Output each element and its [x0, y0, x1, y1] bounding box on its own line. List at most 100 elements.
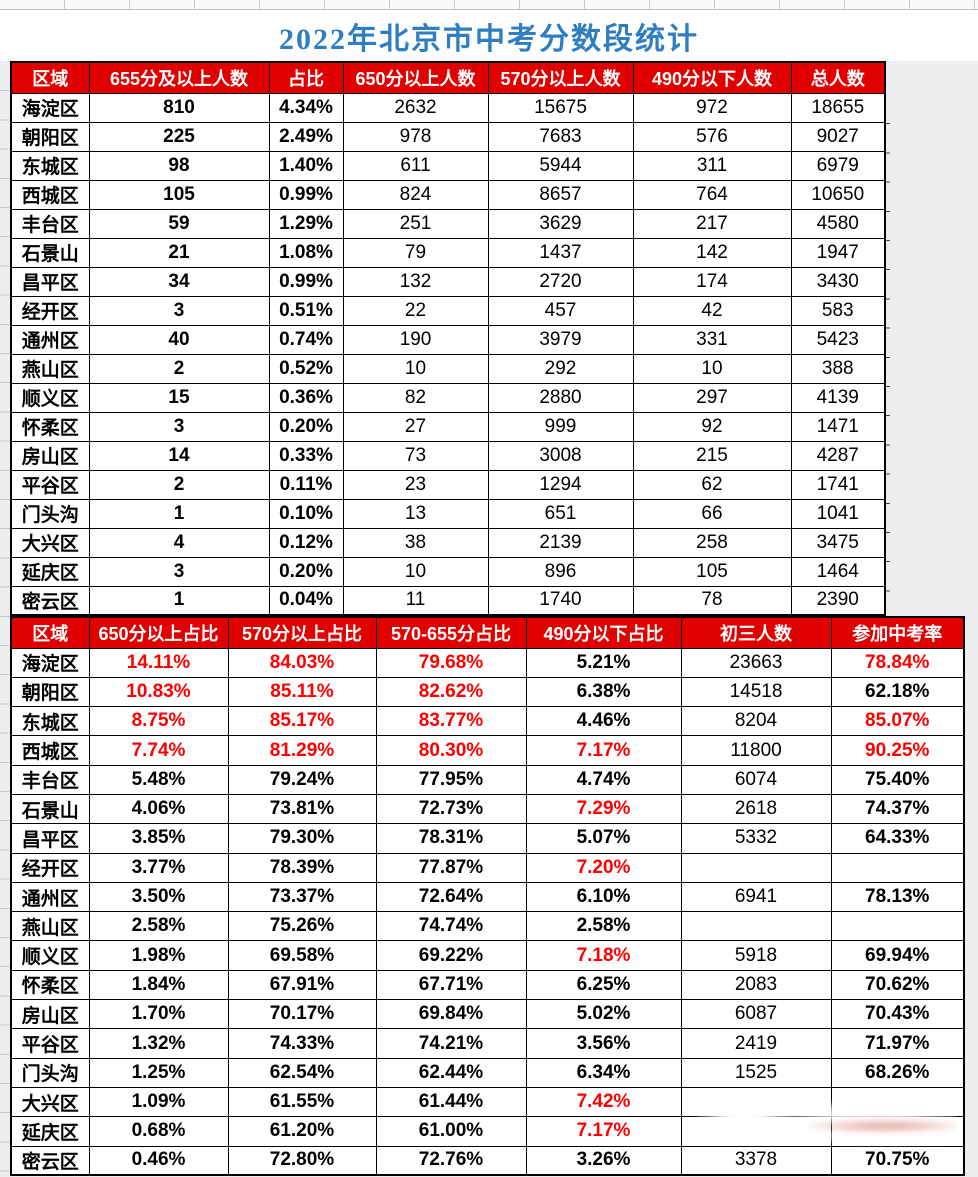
data-cell: 142 [632, 237, 792, 268]
data-cell: 2 [88, 469, 270, 500]
data-cell: 4.46% [525, 706, 682, 737]
data-cell: 5.48% [88, 764, 229, 795]
region-cell: 丰台区 [10, 764, 90, 795]
data-cell: 8204 [680, 706, 832, 737]
table-row: 昌平区 34 0.99% 132 2720 174 3430 [10, 266, 886, 297]
column-header: 650分以上人数 [342, 61, 489, 94]
data-cell: 4287 [790, 440, 886, 471]
region-cell: 延庆区 [10, 556, 90, 587]
data-cell: 70.43% [830, 999, 965, 1030]
table-row: 延庆区 3 0.20% 10 896 105 1464 [10, 556, 886, 587]
data-cell: 7.17% [525, 735, 682, 766]
region-cell: 平谷区 [10, 469, 90, 500]
data-cell: 1741 [790, 469, 886, 500]
data-cell: 5944 [487, 150, 634, 181]
data-cell: 6979 [790, 150, 886, 181]
data-cell: 2 [88, 353, 270, 384]
data-cell: 64.33% [830, 823, 965, 854]
region-cell: 朝阳区 [10, 676, 90, 708]
data-cell: 74.21% [375, 1028, 527, 1059]
region-cell: 燕山区 [10, 911, 90, 942]
data-cell: 61.55% [227, 1086, 377, 1118]
data-cell [680, 911, 832, 942]
data-cell: 0.20% [268, 411, 344, 442]
data-cell: 1.84% [88, 969, 229, 1001]
data-cell: 3.56% [525, 1028, 682, 1059]
table-row: 大兴区 1.09% 61.55% 61.44% 7.42% [10, 1086, 965, 1118]
data-cell: 258 [632, 527, 792, 558]
data-cell: 62.18% [830, 676, 965, 708]
data-cell: 3378 [680, 1145, 832, 1176]
data-cell: 7.18% [525, 940, 682, 971]
table-row: 海淀区 810 4.34% 2632 15675 972 18655 [10, 92, 886, 123]
data-cell: 2.58% [88, 911, 229, 942]
data-cell: 7683 [487, 121, 634, 152]
column-header: 参加中考率 [830, 616, 965, 649]
data-cell: 85.17% [227, 706, 377, 737]
data-cell: 14.11% [88, 647, 229, 678]
data-cell: 999 [487, 411, 634, 442]
column-header: 490分以下人数 [632, 61, 792, 94]
data-cell: 72.76% [375, 1145, 527, 1176]
table-row: 通州区 3.50% 73.37% 72.64% 6.10% 6941 78.13% [10, 881, 965, 913]
table-row: 朝阳区 225 2.49% 978 7683 576 9027 [10, 121, 886, 152]
data-cell: 78.31% [375, 823, 527, 854]
column-header: 650分以上占比 [88, 616, 229, 649]
data-cell: 27 [342, 411, 489, 442]
data-cell: 69.58% [227, 940, 377, 971]
data-cell: 1471 [790, 411, 886, 442]
data-cell: 75.40% [830, 764, 965, 795]
data-cell: 2.49% [268, 121, 344, 152]
data-cell: 10 [342, 353, 489, 384]
data-cell: 1740 [487, 585, 634, 616]
data-cell: 2139 [487, 527, 634, 558]
region-cell: 丰台区 [10, 208, 90, 239]
data-cell: 72.80% [227, 1145, 377, 1176]
column-header: 570分以上人数 [487, 61, 634, 94]
region-cell: 房山区 [10, 440, 90, 471]
data-cell: 0.20% [268, 556, 344, 587]
column-header: 区域 [10, 61, 90, 94]
data-cell: 75.26% [227, 911, 377, 942]
data-cell: 3.85% [88, 823, 229, 854]
region-cell: 燕山区 [10, 353, 90, 384]
data-cell: 21 [88, 237, 270, 268]
data-cell: 67.71% [375, 969, 527, 1001]
data-cell: 23 [342, 469, 489, 500]
region-cell: 东城区 [10, 706, 90, 737]
table-row: 怀柔区 1.84% 67.91% 67.71% 6.25% 2083 70.62% [10, 969, 965, 1001]
data-cell: 7.29% [525, 793, 682, 825]
data-cell: 98 [88, 150, 270, 181]
data-cell: 72.64% [375, 881, 527, 913]
data-cell: 77.95% [375, 764, 527, 795]
data-cell: 62.54% [227, 1057, 377, 1088]
table-row: 燕山区 2 0.52% 10 292 10 388 [10, 353, 886, 384]
data-cell: 10.83% [88, 676, 229, 708]
data-cell: 6.10% [525, 881, 682, 913]
data-cell: 82 [342, 382, 489, 413]
data-cell: 6.34% [525, 1057, 682, 1088]
data-cell: 22 [342, 295, 489, 326]
header-row: 区域 650分以上占比 570分以上占比 570-655分占比 490分以下占比 初三人数… [10, 616, 965, 649]
data-cell: 13 [342, 498, 489, 529]
region-cell: 经开区 [10, 852, 90, 883]
data-cell: 78.84% [830, 647, 965, 678]
data-cell: 38 [342, 527, 489, 558]
table-row: 延庆区 0.68% 61.20% 61.00% 7.17% [10, 1116, 965, 1147]
table-row: 通州区 40 0.74% 190 3979 331 5423 [10, 324, 886, 355]
data-cell: 0.68% [88, 1116, 229, 1147]
data-cell: 1525 [680, 1057, 832, 1088]
data-cell: 3475 [790, 527, 886, 558]
data-cell: 72.73% [375, 793, 527, 825]
data-cell: 10 [632, 353, 792, 384]
data-cell: 651 [487, 498, 634, 529]
data-cell: 79.68% [375, 647, 527, 678]
data-cell: 251 [342, 208, 489, 239]
data-cell: 297 [632, 382, 792, 413]
region-cell: 大兴区 [10, 527, 90, 558]
data-cell: 824 [342, 179, 489, 210]
table-row: 丰台区 59 1.29% 251 3629 217 4580 [10, 208, 886, 239]
table-row: 朝阳区 10.83% 85.11% 82.62% 6.38% 14518 62.18% [10, 676, 965, 708]
data-cell: 2632 [342, 92, 489, 123]
data-cell: 61.00% [375, 1116, 527, 1147]
